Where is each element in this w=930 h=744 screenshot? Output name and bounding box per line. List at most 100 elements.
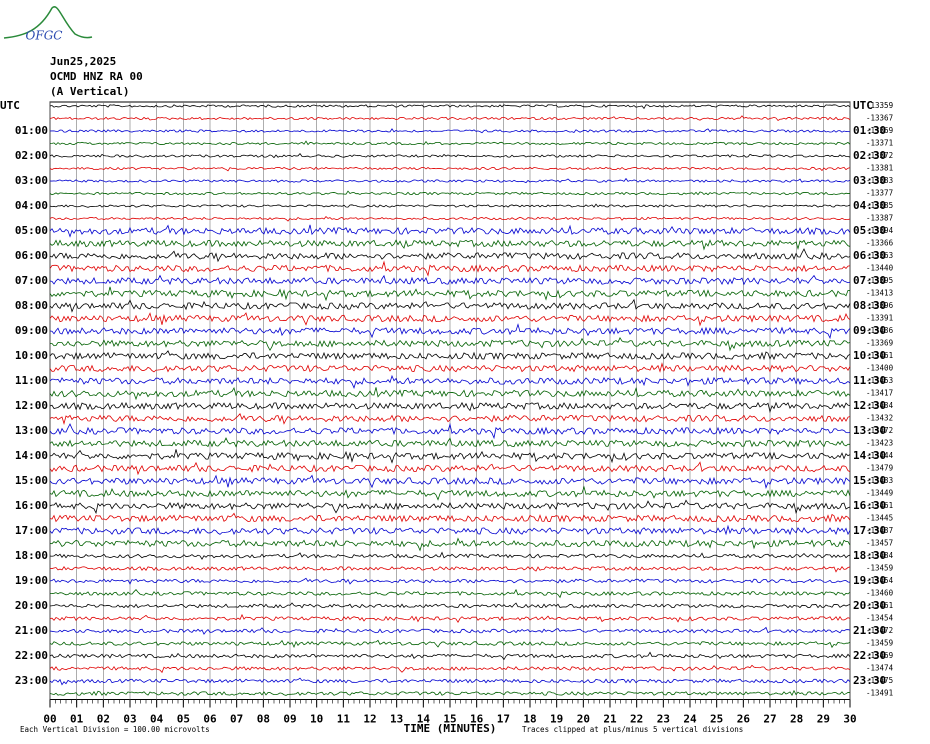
left-time-label: 20:00: [15, 599, 48, 612]
trace-offset: -13369: [866, 126, 893, 135]
x-tick-label: 16: [470, 713, 484, 726]
trace-offset: -13461: [866, 601, 893, 610]
left-time-label: 03:00: [15, 174, 48, 187]
left-time-label: 01:00: [15, 124, 48, 137]
x-tick-label: 05: [177, 713, 190, 726]
trace: [49, 412, 851, 425]
right-time-label: 14:30: [853, 449, 886, 462]
trace-offset: -13394: [866, 226, 894, 235]
trace: [49, 461, 851, 476]
trace: [49, 474, 851, 490]
trace: [49, 190, 851, 196]
x-tick-label: 24: [683, 713, 697, 726]
x-tick-label: 13: [390, 713, 403, 726]
trace-offset: -13436: [866, 326, 894, 335]
x-tick-label: 07: [230, 713, 243, 726]
trace: [49, 260, 851, 277]
trace: [49, 140, 851, 146]
right-time-label: 03:30: [853, 174, 886, 187]
trace: [49, 401, 851, 414]
trace: [49, 350, 851, 361]
trace-offset: -13371: [866, 139, 893, 148]
left-time-label: 02:00: [15, 149, 48, 162]
x-tick-label: 26: [737, 713, 751, 726]
left-time-label: 12:00: [15, 399, 48, 412]
trace: [49, 104, 851, 110]
x-tick-label: 18: [523, 713, 536, 726]
trace-offset: -13377: [866, 189, 893, 198]
trace-offset: -13366: [866, 239, 894, 248]
right-time-label: 10:30: [853, 349, 886, 362]
trace-offset: -13387: [866, 214, 893, 223]
trace: [49, 437, 851, 448]
trace: [49, 551, 851, 560]
header-component: (A Vertical): [50, 85, 129, 98]
trace: [49, 651, 851, 661]
left-time-label: 11:00: [15, 374, 48, 387]
trace: [49, 577, 851, 585]
trace-offset: -13413: [866, 289, 893, 298]
x-tick-label: 03: [123, 713, 136, 726]
left-time-label: 21:00: [15, 624, 48, 637]
right-time-label: 09:30: [853, 324, 886, 337]
right-time-label: 11:30: [853, 374, 886, 387]
trace: [49, 664, 851, 674]
trace-offset: -13396: [866, 301, 894, 310]
right-time-label: 22:30: [853, 649, 886, 662]
trace-offset: -13491: [866, 689, 893, 698]
trace-offset: -13459: [866, 564, 893, 573]
trace: [49, 362, 851, 373]
left-time-label: 17:00: [15, 524, 48, 537]
right-time-label: UTC: [853, 99, 873, 112]
footer-right: Traces clipped at plus/minus 5 vertical …: [522, 725, 743, 734]
trace: [49, 323, 851, 340]
trace: [49, 387, 851, 401]
trace-offset: -13400: [866, 364, 894, 373]
trace-offset: -13479: [866, 464, 893, 473]
logo: OFGC: [26, 29, 63, 43]
right-time-label: 12:30: [853, 399, 886, 412]
trace: [49, 677, 851, 686]
x-tick-label: 25: [710, 713, 723, 726]
trace: [49, 689, 851, 697]
x-axis-title: TIME (MINUTES): [404, 722, 497, 735]
footer-left: Each Vertical Division = 100.00 microvol…: [20, 725, 210, 734]
left-time-label: 13:00: [15, 424, 48, 437]
trace: [49, 499, 851, 515]
x-tick-label: 02: [97, 713, 110, 726]
header-station: OCMD HNZ RA 00: [50, 70, 143, 83]
trace-offset: -13417: [866, 389, 893, 398]
trace: [49, 449, 851, 464]
x-tick-label: 14: [417, 713, 431, 726]
trace: [49, 203, 851, 208]
x-tick-label: 06: [203, 713, 217, 726]
trace-offset: -13472: [866, 626, 893, 635]
trace: [49, 274, 851, 286]
trace: [49, 298, 851, 313]
trace-offset: -13395: [866, 276, 893, 285]
trace-offset: -13459: [866, 639, 893, 648]
trace-offset: -13440: [866, 264, 894, 273]
left-time-label: 14:00: [15, 449, 48, 462]
trace-offset: -13460: [866, 589, 894, 598]
left-time-label: 15:00: [15, 474, 48, 487]
x-tick-label: 22: [630, 713, 643, 726]
x-tick-label: 19: [550, 713, 563, 726]
left-time-label: 05:00: [15, 224, 48, 237]
x-tick-label: 08: [257, 713, 270, 726]
trace: [49, 537, 851, 552]
trace-offset: -13385: [866, 201, 893, 210]
trace-offset: -13434: [866, 401, 894, 410]
right-time-label: 21:30: [853, 624, 886, 637]
trace-offset: -13461: [866, 351, 893, 360]
x-tick-label: 00: [43, 713, 56, 726]
trace: [49, 312, 851, 327]
x-tick-label: 11: [337, 713, 351, 726]
trace: [49, 286, 851, 302]
right-time-label: 19:30: [853, 574, 886, 587]
trace-offset: -13449: [866, 489, 893, 498]
x-tick-label: 10: [310, 713, 323, 726]
trace: [49, 177, 851, 184]
trace: [49, 248, 851, 263]
trace-offset: -13472: [866, 426, 893, 435]
